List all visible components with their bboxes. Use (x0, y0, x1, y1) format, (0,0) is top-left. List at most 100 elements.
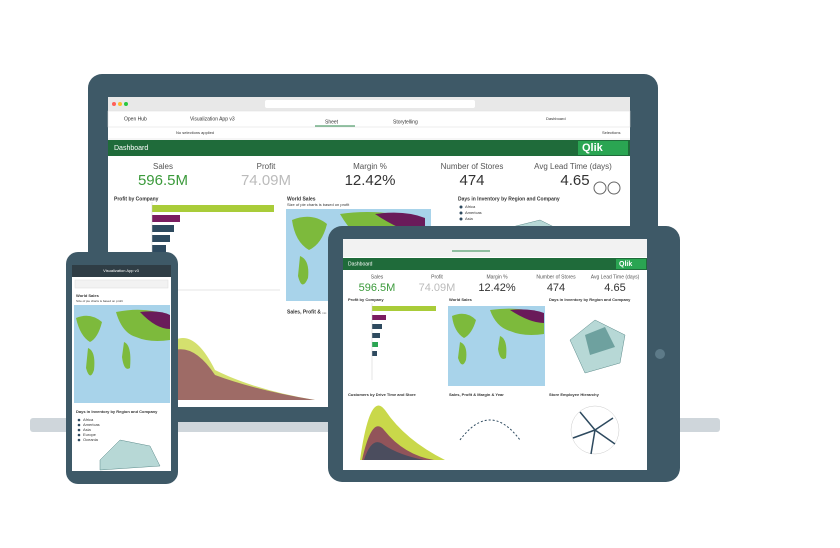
chart-title: Sales, Profit & ... (287, 309, 327, 315)
decor-rect (372, 306, 436, 311)
kpi-value: 74.09M (241, 172, 291, 189)
app-name: Visualization App v3 (190, 116, 235, 122)
kpi-value: 474 (459, 172, 484, 189)
chart-title: Store Employee Hierarchy (549, 392, 600, 397)
decor-rect (152, 245, 166, 252)
decor-rect (343, 239, 647, 257)
selections-button[interactable]: Selections (602, 130, 620, 135)
kpis: Sales 596.5M Profit 74.09M Margin % 12.4… (138, 162, 621, 195)
chart-title: Days in Inventory by Region and Company (458, 196, 560, 202)
decor-path (572, 411, 616, 455)
legend-item: Americas (83, 422, 100, 427)
chart-title: Days in Inventory by Region and Company (76, 409, 158, 414)
decor-rect (372, 333, 380, 338)
kpi-label: Margin % (486, 274, 508, 280)
decor-path (364, 442, 424, 460)
kpi-label: Number of Stores (441, 162, 504, 171)
chart-title: Profit by Company (348, 297, 384, 302)
dashboard-button[interactable]: Dashboard (546, 116, 566, 121)
decor-circle (124, 102, 128, 106)
decor-circle (459, 217, 463, 221)
chart-title: World Sales (449, 297, 473, 302)
chart-title: Profit by Company (114, 196, 159, 202)
chart-title: World Sales (76, 293, 100, 298)
chart-title: Sales, Profit & Margin & Year (449, 392, 504, 397)
chart-subtitle: Size of pie charts is based on profit (287, 202, 350, 207)
kpi-label: Margin % (353, 162, 387, 171)
decor-path (452, 308, 544, 365)
decor-rect (372, 342, 378, 347)
kpi-value: 12.42% (478, 282, 516, 294)
chart-title: World Sales (287, 196, 316, 202)
decor-path (175, 349, 315, 400)
chart-title: Days in Inventory by Region and Company (549, 297, 631, 302)
kpi-label: Sales (371, 274, 384, 280)
decor-circle (77, 418, 81, 422)
decor-circle (593, 181, 607, 195)
logo: Qlik (619, 261, 632, 268)
legend-item: Americas (465, 210, 482, 215)
decor-rect (107, 110, 631, 128)
decor-circle (77, 428, 81, 432)
decor-rect (72, 265, 171, 277)
kpi-label: Avg Lead Time (days) (534, 162, 612, 171)
decor-rect (372, 324, 382, 329)
decor-rect (265, 100, 475, 108)
decor-rect (152, 205, 274, 212)
kpi-value: 4.65 (604, 282, 625, 294)
tablet: Dashboard Qlik Sales 596.5M Profit 74.09… (328, 226, 680, 482)
open-hub[interactable]: Open Hub (124, 116, 147, 122)
decor-rect (578, 141, 628, 155)
app-name: Visualization App v3 (103, 268, 140, 273)
decor-rect (152, 215, 180, 222)
legend-item: Africa (83, 417, 94, 422)
kpis: Sales 596.5M Profit 74.09M Margin % 12.4… (359, 274, 640, 294)
decor-path (585, 327, 615, 355)
decor-path (510, 309, 544, 323)
kpi-value: 474 (547, 282, 565, 294)
decor-rect (343, 258, 647, 270)
legend-item: Asia (465, 216, 474, 221)
kpi-value: 74.09M (419, 282, 456, 294)
decor-rect (108, 140, 630, 156)
kpi-label: Profit (431, 274, 443, 280)
decor-path (99, 439, 161, 471)
decor-rect (372, 351, 377, 356)
tab[interactable]: Sheet (325, 119, 339, 125)
decor-path (140, 311, 170, 329)
legend-item: Africa (465, 204, 476, 209)
decor-circle (655, 349, 665, 359)
decor-circle (77, 433, 81, 437)
decor-circle (459, 211, 463, 215)
decor-circle (112, 102, 116, 106)
decor-circle (570, 405, 620, 455)
kpi-label: Sales (153, 162, 173, 171)
legend-item: Europe (83, 432, 97, 437)
decor-circle (118, 102, 122, 106)
kpi-value: 12.42% (345, 172, 396, 189)
kpi-label: Avg Lead Time (days) (591, 274, 640, 280)
kpi-label: Number of Stores (536, 274, 576, 280)
decor-rect (372, 315, 386, 320)
kpi-value: 4.65 (560, 172, 589, 189)
decor-circle (77, 423, 81, 427)
sheet-title: Dashboard (114, 145, 148, 152)
chart-subtitle: Size of pie charts is based on profit (76, 299, 123, 303)
decor-rect (616, 259, 646, 269)
chart-title: Customers by Drive Time and Store (348, 392, 417, 397)
decor-rect (152, 225, 174, 232)
decor-path (76, 309, 170, 376)
decor-rect (152, 235, 170, 242)
tab[interactable]: Storytelling (393, 119, 418, 125)
phone: Visualization App v3 World Sales Size of… (66, 252, 178, 484)
kpi-value: 596.5M (138, 172, 188, 189)
legend-item: Oceania (83, 437, 99, 442)
kpi-label: Profit (257, 162, 276, 171)
decor-path (459, 419, 521, 441)
decor-circle (607, 181, 621, 195)
sheet-title: Dashboard (348, 261, 373, 267)
profit-bars (371, 303, 436, 380)
decor-rect (74, 279, 169, 289)
kpi-value: 596.5M (359, 282, 396, 294)
